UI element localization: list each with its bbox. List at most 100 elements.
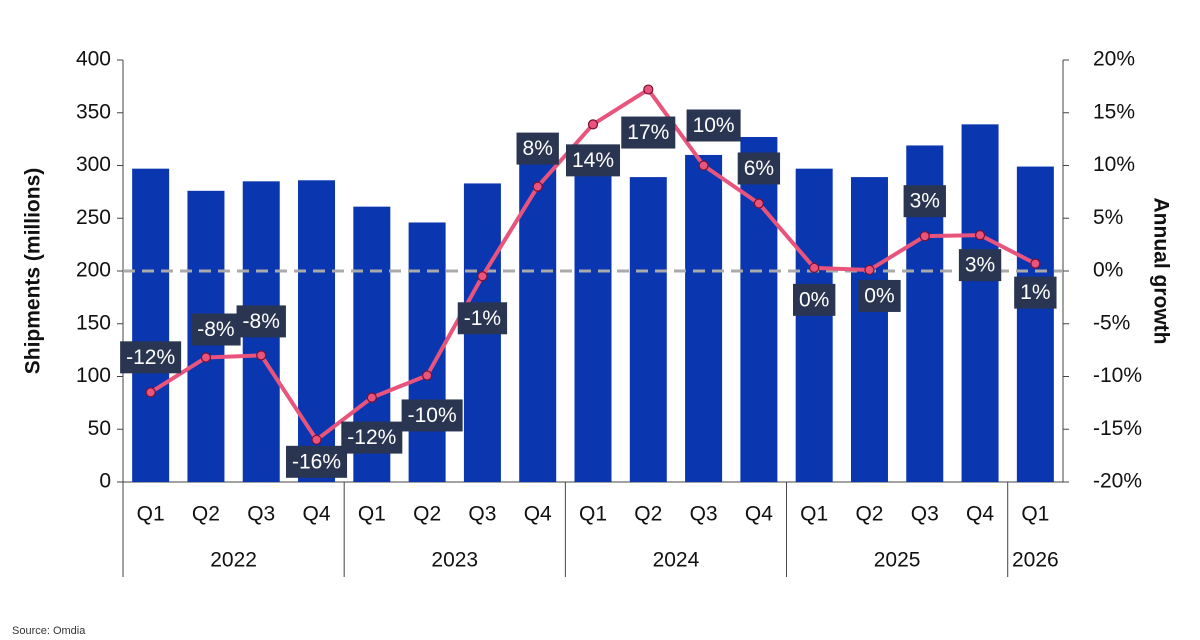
x-tick-label: Q4 <box>745 503 773 526</box>
x-tick-label: Q3 <box>247 503 275 526</box>
point <box>809 262 820 273</box>
bar <box>629 177 667 483</box>
y-tick-label: 350 <box>76 100 111 123</box>
data-label-box <box>903 185 946 218</box>
data-label-box <box>341 421 403 454</box>
data-label-box <box>565 144 621 177</box>
x-tick-label: Q2 <box>855 503 883 526</box>
data-label-box <box>792 283 836 316</box>
point <box>145 387 156 398</box>
x-tick-label: Q1 <box>137 503 165 526</box>
data-label: -1% <box>464 307 501 330</box>
y2-tick-label: 20% <box>1093 48 1135 71</box>
bar <box>961 124 999 482</box>
data-label-box <box>686 109 741 142</box>
data-label: -12% <box>347 426 396 449</box>
data-label: -8% <box>197 318 234 341</box>
point <box>366 392 377 403</box>
y-tick-label: 150 <box>76 311 111 334</box>
y-tick-label: 50 <box>88 417 111 440</box>
x-tick-label: Q3 <box>690 503 718 526</box>
bar <box>740 137 778 482</box>
data-label-box <box>191 313 241 346</box>
point <box>974 230 986 241</box>
x-tick-label: Q1 <box>1021 503 1049 526</box>
bar <box>132 168 170 483</box>
y-tick-label: 0 <box>99 470 111 493</box>
point <box>919 231 930 242</box>
y-tick-label: 100 <box>76 364 111 387</box>
data-label: 6% <box>744 157 774 180</box>
data-label: 0% <box>864 284 894 307</box>
data-label: 0% <box>799 288 829 311</box>
data-label-box <box>958 249 1002 282</box>
group-label: 2023 <box>431 549 478 572</box>
x-tick-label: Q2 <box>413 503 441 526</box>
data-label: 14% <box>572 149 614 172</box>
source: Source: Omdia <box>12 625 86 637</box>
data-label: 3% <box>910 190 940 213</box>
data-label: -10% <box>408 404 457 427</box>
point <box>643 84 654 95</box>
data-label: 3% <box>965 254 995 277</box>
bar <box>685 154 723 482</box>
group-label: 2022 <box>210 549 257 572</box>
y2-tick-label: -10% <box>1093 364 1142 387</box>
bar <box>795 168 833 483</box>
y2-tick-label: -20% <box>1093 470 1142 493</box>
point <box>1030 258 1041 269</box>
data-label: 8% <box>523 137 553 160</box>
group-label: 2024 <box>653 549 700 572</box>
y2-tick-label: 0% <box>1093 259 1123 282</box>
y-axis-title: Shipments (millions) <box>22 168 45 375</box>
point <box>256 350 267 361</box>
x-tick-label: Q1 <box>358 503 386 526</box>
y2-tick-label: 5% <box>1093 206 1123 229</box>
point <box>532 181 543 192</box>
data-label: 17% <box>627 121 669 144</box>
data-label-box <box>1014 276 1057 309</box>
group-label: 2026 <box>1012 549 1059 572</box>
point <box>422 370 433 381</box>
data-label-box <box>236 305 286 338</box>
y2-tick-label: 15% <box>1093 100 1135 123</box>
data-label: -8% <box>243 310 280 333</box>
x-tick-label: Q3 <box>468 503 496 526</box>
data-label-box <box>401 399 463 432</box>
x-tick-label: Q1 <box>579 503 607 526</box>
data-label: -16% <box>292 450 341 473</box>
x-tick-label: Q3 <box>911 503 939 526</box>
data-label-box <box>858 279 901 312</box>
data-label-box <box>120 341 182 374</box>
x-tick-label: Q4 <box>303 503 331 526</box>
data-label-box <box>516 132 559 165</box>
data-label-box <box>286 445 348 478</box>
bar <box>1016 166 1054 482</box>
x-tick-label: Q2 <box>634 503 662 526</box>
point <box>698 160 709 171</box>
y-tick-label: 200 <box>76 259 111 282</box>
bar <box>574 167 612 483</box>
data-label-box <box>737 152 781 185</box>
x-tick-label: Q4 <box>966 503 994 526</box>
x-tick-label: Q2 <box>192 503 220 526</box>
bar <box>519 160 557 482</box>
data-label: -12% <box>126 346 175 369</box>
y-tick-label: 300 <box>76 153 111 176</box>
point <box>200 352 212 363</box>
point <box>587 119 599 130</box>
x-tick-label: Q1 <box>800 503 828 526</box>
y2-tick-label: 10% <box>1093 153 1135 176</box>
data-label: 1% <box>1020 281 1050 304</box>
y2-tick-label: -5% <box>1093 311 1130 334</box>
point <box>477 271 488 282</box>
group-label: 2025 <box>874 549 921 572</box>
y2-axis-title: Annual growth <box>1149 198 1172 345</box>
y2-tick-label: -15% <box>1093 417 1142 440</box>
point <box>864 264 875 276</box>
y-tick-label: 250 <box>76 206 111 229</box>
bar <box>850 177 888 483</box>
data-label-box <box>457 302 508 335</box>
y-tick-label: 400 <box>76 48 111 71</box>
